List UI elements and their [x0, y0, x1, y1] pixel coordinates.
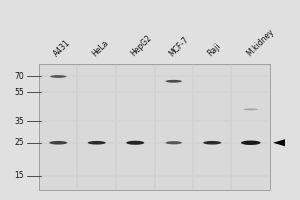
Ellipse shape	[241, 141, 261, 145]
Ellipse shape	[166, 80, 182, 83]
Text: M.kidney: M.kidney	[244, 27, 275, 58]
Ellipse shape	[170, 142, 177, 143]
Text: 35: 35	[14, 117, 24, 126]
Ellipse shape	[209, 142, 216, 143]
Ellipse shape	[126, 141, 144, 145]
Bar	[232, 64, 270, 190]
Text: Raji: Raji	[206, 41, 223, 58]
Ellipse shape	[50, 75, 66, 78]
Text: 15: 15	[14, 171, 24, 180]
Text: A431: A431	[52, 38, 72, 58]
Text: MCF-7: MCF-7	[167, 35, 190, 58]
Text: HeLa: HeLa	[90, 38, 110, 58]
Ellipse shape	[55, 76, 62, 77]
Ellipse shape	[49, 141, 67, 145]
Bar	[193, 64, 232, 190]
Text: 55: 55	[14, 88, 24, 97]
Bar	[39, 64, 270, 190]
Ellipse shape	[55, 142, 62, 143]
Text: HepG2: HepG2	[129, 33, 154, 58]
Ellipse shape	[170, 81, 177, 82]
Bar	[154, 64, 193, 190]
Ellipse shape	[132, 142, 139, 143]
Ellipse shape	[88, 141, 106, 145]
Bar	[77, 64, 116, 190]
Ellipse shape	[166, 141, 182, 144]
Bar	[116, 64, 154, 190]
Text: 25: 25	[14, 138, 24, 147]
Bar	[39, 64, 77, 190]
Ellipse shape	[247, 142, 255, 143]
Polygon shape	[273, 139, 285, 146]
Ellipse shape	[248, 109, 254, 110]
Text: 70: 70	[14, 72, 24, 81]
Ellipse shape	[203, 141, 221, 145]
Ellipse shape	[93, 142, 100, 143]
Ellipse shape	[243, 108, 258, 110]
